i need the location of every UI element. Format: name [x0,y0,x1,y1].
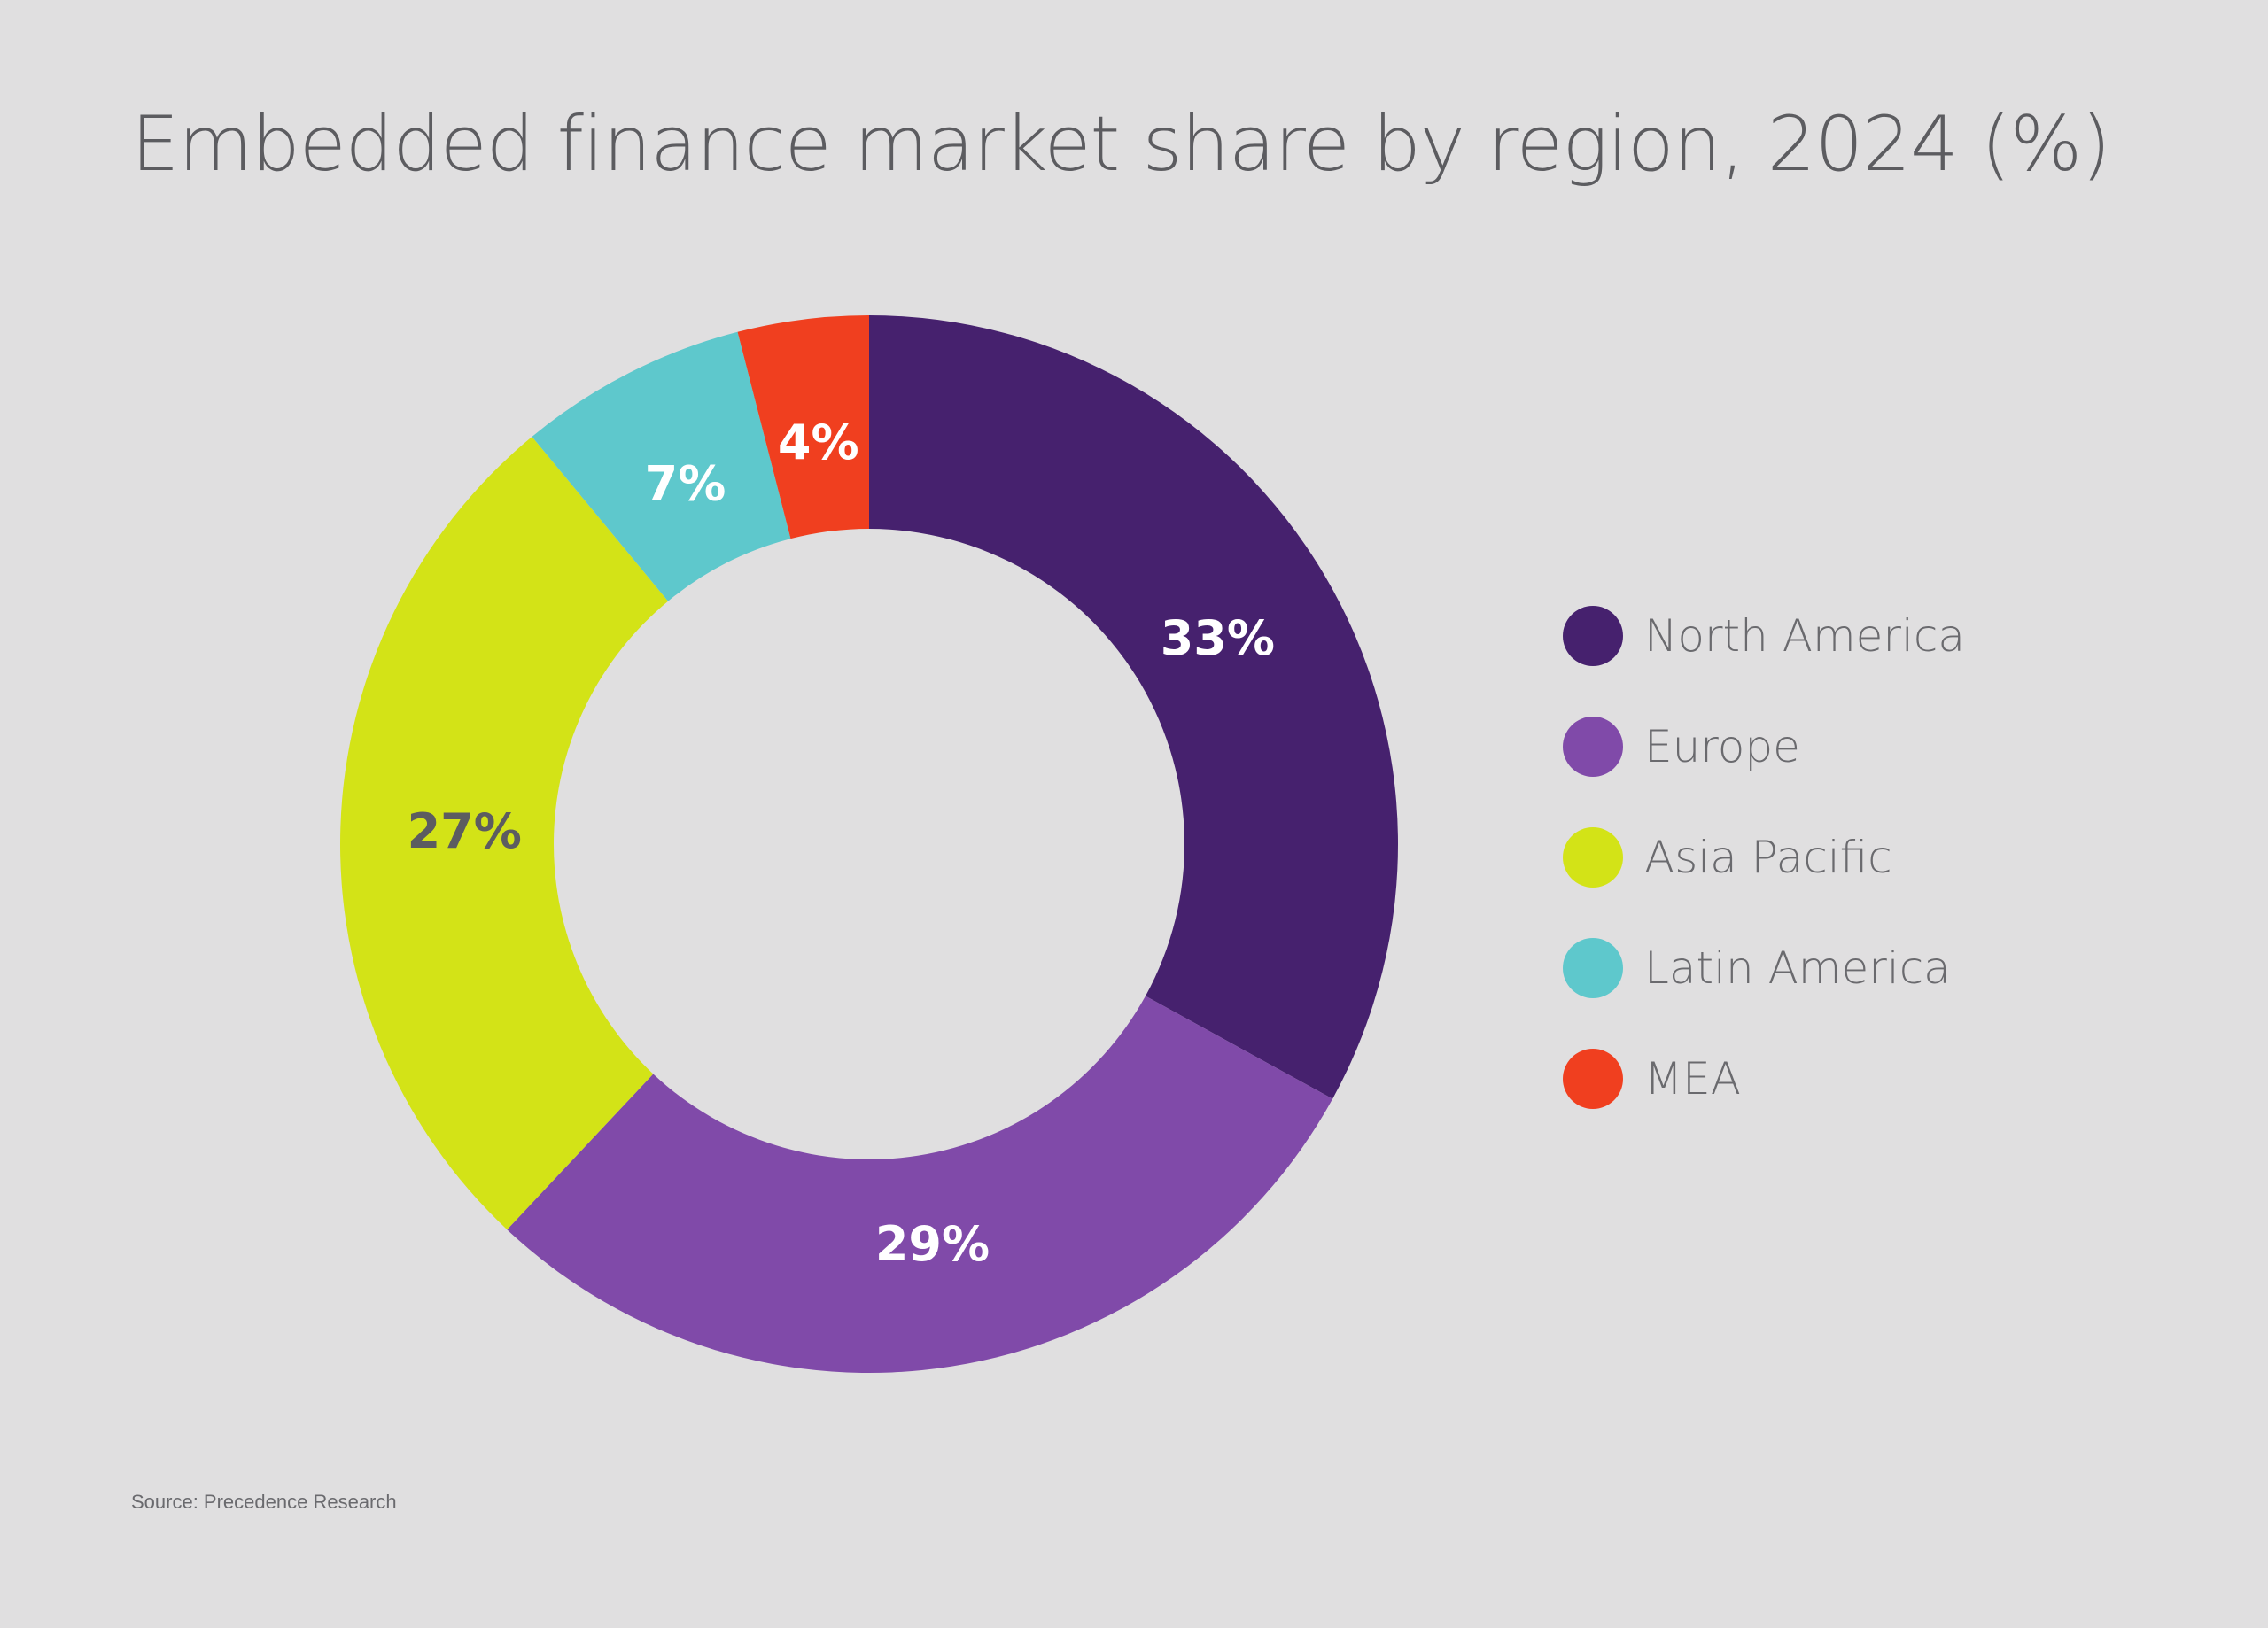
slice-north-america [869,315,1398,1099]
legend-swatch [1563,716,1623,777]
slice-mea [737,315,869,539]
source-note: Source: Precedence Research [131,1491,397,1513]
slice-label-north-america: 33% [1161,610,1275,666]
legend-swatch [1563,826,1623,888]
chart-title: Embedded finance market share by region,… [131,100,2111,189]
legend-item-north-america: North America [1563,580,1965,691]
legend-item-asia-pacific: Asia Pacific [1563,802,1965,912]
slice-label-mea: 4% [778,415,859,470]
slice-latin-america [532,331,791,601]
legend-label: Europe [1644,720,1800,772]
slice-europe [507,996,1333,1373]
legend-item-latin-america: Latin America [1563,912,1965,1023]
legend-swatch [1563,937,1623,998]
legend-item-mea: MEA [1563,1023,1965,1134]
slice-label-latin-america: 7% [645,455,726,511]
legend-label: Asia Pacific [1644,831,1892,883]
slice-label-asia-pacific: 27% [408,803,522,859]
legend-item-europe: Europe [1563,691,1965,802]
slice-asia-pacific [340,437,669,1230]
legend-label: North America [1644,609,1965,662]
legend-swatch [1563,605,1623,666]
legend-label: Latin America [1644,942,1951,994]
legend-label: MEA [1644,1052,1741,1105]
chart-legend: North America Europe Asia Pacific Latin Ame… [1563,580,1965,1134]
legend-swatch [1563,1048,1623,1109]
slice-label-europe: 29% [875,1216,990,1272]
